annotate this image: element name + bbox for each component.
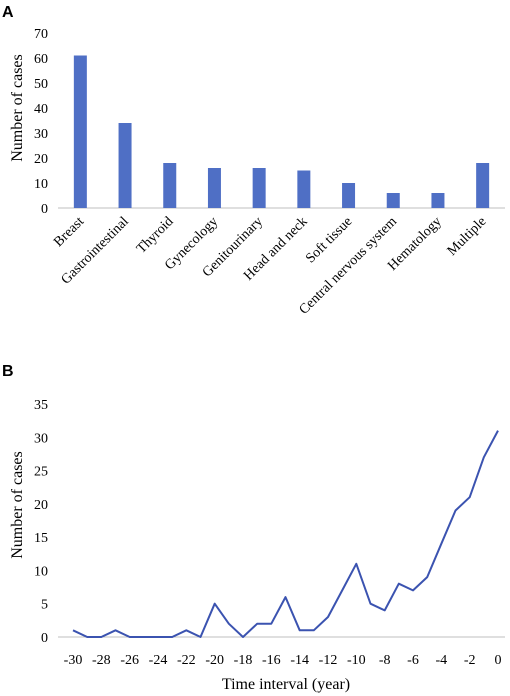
panel-a-y-axis-title: Number of cases [9, 54, 26, 162]
panel-a-x-tick-label: Multiple [445, 214, 490, 259]
panel-b-x-tick-label: -18 [234, 653, 253, 668]
panel-b-x-tick-label: -8 [379, 653, 391, 668]
panel-a-y-tick-label: 60 [34, 52, 48, 67]
panel-a-bar [431, 193, 445, 208]
panel-a-bar [297, 170, 311, 208]
panel-a-y-tick-label: 20 [34, 152, 48, 167]
panel-b-y-tick-label: 20 [34, 498, 48, 513]
panel-a-label: A [2, 4, 14, 21]
panel-b-series-line [72, 430, 499, 638]
panel-b-y-ticks: 0 5 10 15 20 25 30 35 [34, 398, 48, 646]
panel-b-x-tick-label: -16 [262, 653, 281, 668]
panel-a-bars [73, 55, 490, 208]
panel-b-x-tick-label: -26 [120, 653, 139, 668]
panel-b-x-tick-label: 0 [495, 653, 502, 668]
panel-a-bar [342, 183, 356, 208]
panel-a-bar [73, 55, 87, 208]
panel-a-bar [207, 168, 221, 208]
panel-b-x-axis-title: Time interval (year) [222, 676, 350, 693]
panel-b-x-tick-label: -24 [149, 653, 168, 668]
panel-a-y-tick-label: 0 [41, 202, 48, 217]
panel-b-y-tick-label: 0 [41, 631, 48, 646]
panel-a-y-tick-label: 70 [34, 27, 48, 42]
panel-a-bar [118, 123, 132, 208]
panel-a: A Number of cases 0 10 20 30 40 50 60 70 Breast… [2, 4, 505, 318]
panel-a-x-tick-label: Breast [51, 214, 87, 250]
panel-a-bar [386, 193, 400, 208]
panel-b-y-tick-label: 25 [34, 465, 48, 480]
panel-a-y-tick-label: 40 [34, 102, 48, 117]
panel-b-y-tick-label: 30 [34, 431, 48, 446]
panel-a-bar [252, 168, 266, 208]
panel-b-y-tick-label: 15 [34, 531, 48, 546]
panel-b-x-tick-label: -28 [92, 653, 111, 668]
panel-b-x-tick-label: -14 [290, 653, 309, 668]
panel-b-x-tick-label: -2 [464, 653, 476, 668]
panel-a-y-tick-label: 10 [34, 177, 48, 192]
panel-b-x-ticks: -30 -28 -26 -24 -22 -20 -18 -16 -14 -12 -10 -8 -6 -4-… [64, 653, 502, 668]
panel-b-y-axis-title: Number of cases [9, 451, 26, 559]
panel-b-x-tick-label: -20 [205, 653, 224, 668]
panel-b-x-tick-label: -30 [64, 653, 83, 668]
panel-a-x-tick-label: Thyroid [134, 214, 177, 257]
panel-b-y-tick-label: 10 [34, 564, 48, 579]
panel-b-x-tick-label: -6 [407, 653, 419, 668]
panel-b-y-tick-label: 5 [41, 598, 48, 613]
panel-b-x-tick-label: -22 [177, 653, 196, 668]
panel-a-y-ticks: 0 10 20 30 40 50 60 70 [34, 27, 48, 217]
panel-a-bar [163, 163, 177, 208]
panel-a-y-tick-label: 50 [34, 77, 48, 92]
panel-b-x-tick-label: -10 [347, 653, 366, 668]
panel-b-x-tick-label: -4 [435, 653, 447, 668]
panel-b-y-tick-label: 35 [34, 398, 48, 413]
panel-b-label: B [2, 363, 14, 380]
panel-a-bar [476, 163, 490, 208]
panel-a-y-tick-label: 30 [34, 127, 48, 142]
panel-b-x-tick-label: -12 [319, 653, 338, 668]
